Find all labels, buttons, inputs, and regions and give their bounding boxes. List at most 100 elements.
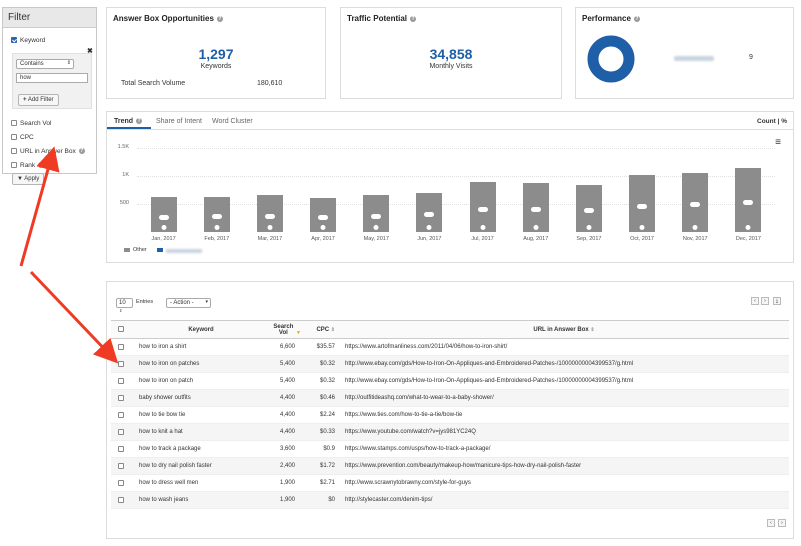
apply-button[interactable]: ▼ Apply — [12, 173, 45, 185]
cpc-cell: $35.57 — [303, 338, 339, 356]
table-row[interactable]: how to tie bow tie 4,400 $2.24 https://www.… — [111, 406, 789, 424]
bar-blurred-label — [424, 212, 435, 218]
table-row[interactable]: how to wash jeans 1,900 $0 http://stylecast… — [111, 491, 789, 509]
bar-blurred-label — [743, 199, 754, 205]
filter-option-checkbox[interactable] — [11, 148, 17, 154]
row-checkbox[interactable] — [118, 445, 124, 452]
keyword-value-input[interactable]: how — [16, 73, 88, 83]
url-cell[interactable]: http://stylecaster.com/denim-tips/ — [339, 491, 789, 509]
chart-bar[interactable] — [575, 184, 602, 232]
chart-bar[interactable] — [682, 172, 709, 232]
sort-icon: ⇕ — [590, 326, 595, 333]
prev-page-button[interactable]: ‹ — [767, 519, 775, 527]
url-cell[interactable]: https://www.prevention.com/beauty/makeup… — [339, 457, 789, 475]
row-select-cell — [111, 440, 131, 458]
chart-bar[interactable] — [416, 192, 443, 232]
filter-option[interactable]: CPC — [11, 134, 34, 141]
url-cell[interactable]: http://www.ebay.com/gds/How-to-Iron-On-A… — [339, 372, 789, 390]
help-icon[interactable]: ? — [136, 118, 143, 124]
x-tick-label: Oct, 2017 — [630, 236, 654, 242]
filter-option[interactable]: Search Vol — [11, 120, 51, 127]
col-keyword[interactable]: Keyword — [131, 320, 271, 339]
url-cell[interactable]: https://www.artofmanliness.com/2011/04/0… — [339, 338, 789, 356]
table-row[interactable]: baby shower outfits 4,400 $0.46 http://outf… — [111, 389, 789, 407]
row-checkbox[interactable] — [118, 496, 124, 503]
row-select-cell — [111, 423, 131, 441]
filter-option-checkbox[interactable] — [11, 162, 17, 168]
url-cell[interactable]: http://www.scrawnytobrawny.com/style-for… — [339, 474, 789, 492]
chart-bar[interactable] — [629, 175, 656, 232]
help-icon[interactable]: ? — [633, 16, 640, 22]
row-checkbox[interactable] — [118, 360, 124, 367]
url-cell[interactable]: https://www.stamps.com/usps/how-to-track… — [339, 440, 789, 458]
chart-bar[interactable] — [203, 196, 230, 232]
help-icon[interactable]: ? — [410, 16, 417, 22]
remove-filter-icon[interactable]: ✖ — [87, 48, 93, 55]
action-select[interactable]: - Action - ▾ — [166, 298, 211, 308]
row-checkbox[interactable] — [118, 343, 124, 350]
table-row[interactable]: how to track a package 3,600 $0.9 https://w… — [111, 440, 789, 458]
keyword-cell: how to iron a shirt — [131, 338, 271, 356]
url-cell[interactable]: http://www.ebay.com/gds/How-to-Iron-On-A… — [339, 355, 789, 373]
prev-page-top-button[interactable]: ‹ — [751, 297, 759, 305]
tab-trend[interactable]: Trend? — [114, 118, 143, 125]
row-checkbox[interactable] — [118, 394, 124, 401]
chart-bar[interactable] — [256, 195, 283, 232]
keyword-checkbox[interactable] — [11, 37, 17, 43]
select-all-checkbox[interactable] — [118, 326, 124, 332]
select-arrows-icon: ⇕ — [66, 60, 71, 66]
table-row[interactable]: how to iron on patches 5,400 $0.32 http://w… — [111, 355, 789, 373]
table-row[interactable]: how to dry nail polish faster 2,400 $1.72 h… — [111, 457, 789, 475]
sort-icon: ⇕ — [330, 326, 335, 333]
table-row[interactable]: how to iron on patch 5,400 $0.32 http://www… — [111, 372, 789, 390]
url-cell[interactable]: http://outfitideashq.com/what-to-wear-to… — [339, 389, 789, 407]
col-cpc[interactable]: CPC ⇕ — [303, 320, 339, 339]
filter-option-checkbox[interactable] — [11, 134, 17, 140]
bar-blurred-label — [373, 224, 379, 230]
x-tick-label: May, 2017 — [363, 236, 389, 242]
tab-word-cluster[interactable]: Word Cluster — [212, 118, 253, 125]
cpc-cell: $0.9 — [303, 440, 339, 458]
keyword-filter-toggle[interactable]: Keyword — [11, 37, 45, 44]
add-filter-button[interactable]: + Add Filter — [18, 94, 59, 106]
bar-blurred-label — [371, 213, 382, 219]
filter-option-checkbox[interactable] — [11, 120, 17, 126]
bar-blurred-label — [426, 224, 432, 230]
help-icon[interactable]: ? — [216, 16, 223, 22]
col-url[interactable]: URL in Answer Box ⇕ — [339, 320, 789, 339]
chart-bar[interactable] — [469, 181, 496, 232]
arrow-to-table — [29, 270, 119, 364]
chart-bar[interactable] — [363, 195, 390, 232]
row-checkbox[interactable] — [118, 479, 124, 486]
chart-bar[interactable] — [735, 167, 762, 232]
table-row[interactable]: how to dress well men 1,900 $2.71 http://ww… — [111, 474, 789, 492]
col-search-vol[interactable]: Search Vol ▼ — [271, 320, 303, 339]
filter-option-label: Search Vol — [20, 120, 52, 127]
keyword-cell: how to dress well men — [131, 474, 271, 492]
chart-bar[interactable] — [310, 198, 337, 232]
url-cell[interactable]: https://www.ties.com/how-to-tie-a-tie/bo… — [339, 406, 789, 424]
help-icon[interactable]: ? — [78, 148, 85, 154]
row-checkbox[interactable] — [118, 377, 124, 384]
next-page-top-button[interactable]: › — [761, 297, 769, 305]
chart-bar[interactable] — [522, 182, 549, 232]
table-row[interactable]: how to knit a hat 4,400 $0.33 https://www.y… — [111, 423, 789, 441]
bar-blurred-label — [530, 207, 541, 213]
filter-funnel-icon: ▼ — [17, 176, 23, 182]
next-page-button[interactable]: › — [778, 519, 786, 527]
operator-select[interactable]: Contains ⇕ — [16, 59, 74, 69]
row-checkbox[interactable] — [118, 411, 124, 418]
monthly-visits-count: 34,858 — [429, 46, 473, 62]
row-checkbox[interactable] — [118, 428, 124, 435]
url-cell[interactable]: https://www.youtube.com/watch?v=jys981YC… — [339, 423, 789, 441]
row-checkbox[interactable] — [118, 462, 124, 469]
entries-select[interactable]: 10 ⇕ — [116, 298, 133, 313]
export-icon[interactable]: ⤓ — [773, 297, 781, 305]
legend-blurred-swatch — [157, 248, 163, 252]
tab-share-of-intent[interactable]: Share of Intent — [156, 118, 202, 125]
keyword-filter-box: Contains ⇕ how + Add Filter — [12, 53, 92, 109]
count-percent-toggle[interactable]: Count | % — [757, 118, 787, 125]
table-row[interactable]: how to iron a shirt 6,600 $35.57 https://ww… — [111, 338, 789, 356]
chart-bar[interactable] — [150, 197, 177, 232]
chart-menu-icon[interactable]: ≡ — [775, 137, 781, 148]
